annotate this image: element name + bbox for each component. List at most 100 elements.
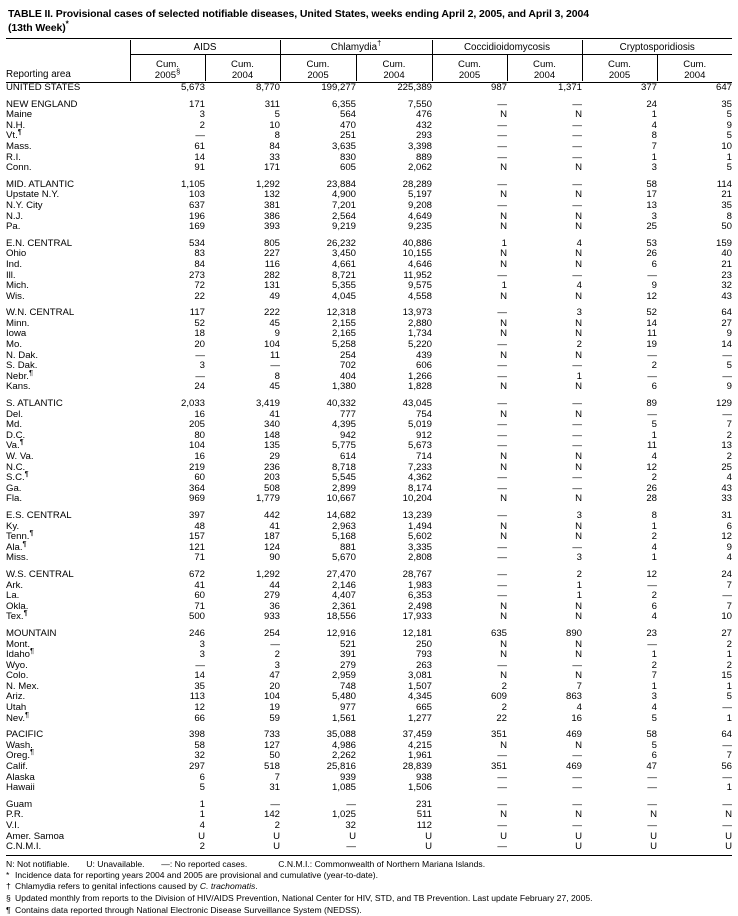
data-cell: N	[575, 600, 582, 612]
data-cell: 4,215	[407, 739, 432, 751]
data-cell: 5	[726, 691, 732, 703]
reporting-area-cell: Mont.	[6, 638, 30, 650]
data-cell: U	[725, 841, 732, 853]
data-cell: 40,332	[326, 398, 356, 410]
data-cell: 4	[726, 552, 732, 564]
data-cell: 748	[339, 680, 356, 692]
data-cell: —	[497, 307, 507, 319]
data-cell: 26	[646, 248, 657, 260]
data-cell: 24	[194, 381, 205, 393]
data-cell: 8,174	[407, 482, 432, 494]
footnote-item: † Chlamydia refers to genital infections …	[6, 881, 258, 892]
data-cell: N	[575, 258, 582, 270]
data-cell: U	[425, 841, 432, 853]
reporting-area-cell: C.N.M.I.	[6, 841, 42, 853]
data-cell: 5,220	[407, 339, 432, 351]
data-cell: 11	[270, 349, 280, 361]
data-cell: 9	[726, 541, 732, 553]
data-cell: 66	[194, 712, 205, 724]
data-cell: 3	[576, 552, 582, 564]
subheader-chlamydia-2005: Cum. 2005	[279, 54, 356, 81]
reporting-area-cell: D.C.	[6, 429, 26, 441]
disease-group-row: AIDS Chlamydia† Coccidioidomycosis Crypt…	[6, 40, 732, 55]
data-cell: 637	[188, 199, 205, 211]
data-cell: 1	[726, 680, 732, 692]
data-cell: 469	[565, 761, 582, 773]
data-cell: 103	[188, 189, 205, 201]
data-cell: —	[497, 370, 507, 382]
page-title: TABLE II. Provisional cases of selected …	[8, 8, 732, 35]
reporting-area-cell: Nebr.¶	[6, 367, 33, 382]
table-row: Ark. 41 44 2,146 1,983 — 1 — 7	[6, 579, 732, 592]
reporting-area-cell: S. ATLANTIC	[6, 398, 63, 410]
data-cell: N	[500, 290, 507, 302]
data-cell: 4,395	[331, 419, 356, 431]
data-cell: 2	[651, 472, 657, 484]
data-cell: 7,550	[407, 98, 432, 110]
data-cell: 40,886	[402, 237, 432, 249]
group-header-cryptosporidiosis: Cryptosporidiosis	[581, 40, 732, 55]
data-cell: 199,277	[321, 82, 356, 93]
data-cell: 391	[339, 649, 356, 661]
data-cell: N	[500, 349, 507, 361]
data-cell: 60	[194, 472, 205, 484]
header-top-rule	[6, 38, 732, 40]
data-cell: 9,219	[331, 221, 356, 233]
data-cell: 203	[263, 472, 280, 484]
reporting-area-cell: Tenn.¶	[6, 527, 34, 543]
legend-dash: —: No reported cases.	[161, 858, 248, 869]
reporting-area-cell: Utah	[6, 702, 27, 714]
table-row: Amer. Samoa U U U U U U U U	[6, 831, 732, 843]
data-cell: 1,371	[557, 82, 582, 93]
data-cell: —	[572, 541, 582, 553]
table-row: Mont. 3 — 521 250 N N — 2	[6, 638, 732, 651]
area-footnote-marker: ¶	[25, 709, 30, 719]
table-row: Tex.¶ 500 933 18,556 17,933 N N 4 10	[6, 609, 732, 623]
data-cell: 1	[576, 370, 582, 382]
data-cell: 1,779	[255, 493, 280, 505]
data-cell: 2,033	[180, 398, 205, 410]
area-footnote-marker: ¶	[30, 747, 35, 757]
table-row: Tenn.¶ 157 187 5,168 5,602 N N 2 12	[6, 527, 732, 543]
data-cell: 1,507	[407, 680, 432, 692]
data-cell: 4,649	[407, 210, 432, 222]
table-row: Mass. 61 84 3,635 3,398 — — 7 10	[6, 141, 732, 153]
data-cell: 364	[188, 482, 205, 494]
data-cell: 1	[651, 151, 657, 163]
data-cell: 2	[726, 429, 732, 441]
reporting-area-cell: Wis.	[6, 290, 25, 302]
data-cell: 12	[721, 531, 732, 543]
data-cell: 404	[339, 370, 356, 382]
reporting-area-cell: Okla.	[6, 600, 29, 612]
reporting-area-cell: Calif.	[6, 761, 28, 773]
data-cell: 19	[646, 339, 657, 351]
footnote-italic-term: C. trachomatis	[199, 881, 256, 892]
data-cell: 714	[415, 451, 432, 462]
data-cell: 8,721	[331, 269, 356, 281]
data-cell: 14	[194, 151, 205, 163]
data-cell: 7	[274, 771, 280, 783]
data-cell: —	[497, 579, 507, 591]
table-row: Wash. 58 127 4,986 4,215 N N 5 —	[6, 739, 732, 752]
data-cell: N	[500, 109, 507, 121]
data-cell: 4,407	[331, 590, 356, 602]
data-cell: N	[725, 809, 732, 821]
reporting-area-cell: Ala.¶	[6, 538, 27, 553]
data-cell: 104	[263, 339, 280, 351]
data-cell: —	[572, 798, 582, 810]
data-cell: 609	[490, 691, 507, 703]
data-cell: 43	[721, 290, 732, 302]
data-cell: 977	[339, 702, 356, 714]
data-cell: 13	[721, 440, 732, 452]
data-cell: —	[497, 360, 507, 372]
data-cell: 3	[576, 307, 582, 319]
data-cell: 124	[263, 541, 280, 553]
data-cell: —	[497, 130, 507, 142]
data-cell: 9,575	[407, 280, 432, 292]
data-cell: 5,673	[407, 440, 432, 452]
data-cell: 8	[726, 210, 732, 222]
data-cell: —	[647, 579, 657, 591]
table-row: N.Y. City 637 381 7,201 9,208 — — 13 35	[6, 199, 732, 212]
data-cell: 5,670	[331, 552, 356, 564]
table-row: D.C. 80 148 942 912 — — 1 2	[6, 429, 732, 442]
